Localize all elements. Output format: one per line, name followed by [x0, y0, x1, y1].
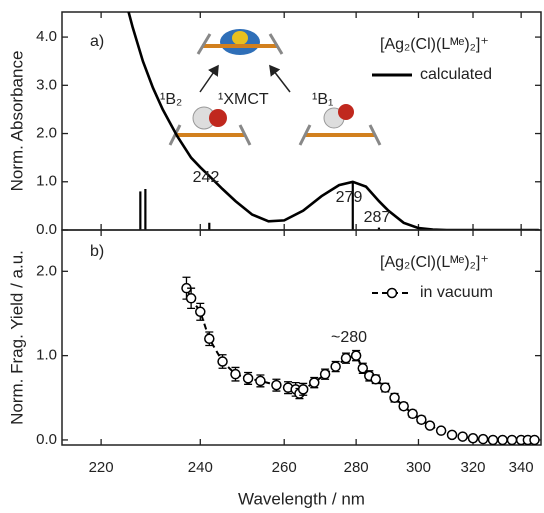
data-point: [416, 414, 427, 425]
data-point: [230, 368, 241, 380]
data-point: [319, 368, 331, 380]
annotation: a): [90, 33, 104, 50]
x-tick-label: 300: [406, 459, 431, 476]
data-point: [497, 434, 508, 445]
data-point: [340, 352, 352, 364]
y-tick-label: 3.0: [36, 76, 57, 93]
legend-label: in vacuum: [420, 284, 493, 301]
y-tick-label: 2.0: [36, 125, 57, 142]
annotation: ¹B₂: [160, 91, 182, 108]
data-point: [297, 384, 309, 395]
data-point: [506, 434, 518, 445]
data-point: [487, 434, 499, 445]
data-point: [389, 392, 400, 404]
annotation: 287: [364, 209, 391, 226]
x-tick-label: 240: [188, 459, 213, 476]
annotation: 242: [193, 169, 220, 186]
data-point: [217, 356, 228, 367]
y-tick-label: 0.0: [36, 431, 57, 448]
legend-title: [Ag₂(Cl)(Lᴹᵉ)₂]⁺: [380, 36, 489, 53]
data-point: [435, 425, 447, 436]
y-tick-label: 0.0: [36, 221, 57, 238]
legend-label: calculated: [420, 66, 492, 83]
data-point: [357, 363, 369, 374]
data-point: [467, 433, 479, 444]
data-point: [370, 373, 381, 385]
data-point: [446, 429, 458, 441]
y-axis-label: Norm. Absorbance: [7, 51, 26, 192]
plot-frame: [61, 229, 542, 446]
data-point: [407, 408, 418, 420]
x-tick-label: 220: [89, 459, 114, 476]
annotation: ¹XMCT: [218, 91, 269, 108]
data-point: [271, 379, 282, 391]
data-point: [379, 382, 391, 393]
y-tick-label: 4.0: [36, 28, 57, 45]
data-point: [424, 420, 436, 431]
y-tick-label: 1.0: [36, 347, 57, 364]
x-tick-label: 340: [509, 459, 534, 476]
data-point: [185, 293, 197, 304]
annotation: ~280: [331, 329, 367, 346]
data-point: [477, 433, 489, 445]
data-point: [242, 373, 254, 384]
annotation: ¹B₁: [312, 91, 333, 108]
x-tick-label: 320: [460, 459, 485, 476]
data-point: [330, 361, 341, 372]
molecule-illustrations: [168, 29, 382, 146]
annotation: b): [90, 243, 104, 260]
plot-area: [181, 276, 540, 445]
data-point: [350, 350, 362, 361]
data-point: [309, 377, 320, 388]
y-tick-label: 2.0: [36, 262, 57, 279]
data-point: [204, 333, 215, 345]
x-tick-label: 260: [272, 459, 297, 476]
annotation: 279: [336, 189, 363, 206]
data-point: [195, 306, 206, 318]
data-point: [398, 400, 409, 412]
legend-title: [Ag₂(Cl)(Lᴹᵉ)₂]⁺: [380, 254, 489, 271]
legend-marker: [386, 287, 398, 299]
x-axis-label: Wavelength / nm: [238, 489, 365, 508]
x-tick-label: 280: [344, 459, 369, 476]
data-point: [457, 431, 468, 442]
y-axis-label: Norm. Frag. Yield / a.u.: [7, 250, 26, 425]
data-point: [529, 434, 540, 445]
data-point: [255, 375, 266, 387]
y-tick-label: 1.0: [36, 173, 57, 190]
